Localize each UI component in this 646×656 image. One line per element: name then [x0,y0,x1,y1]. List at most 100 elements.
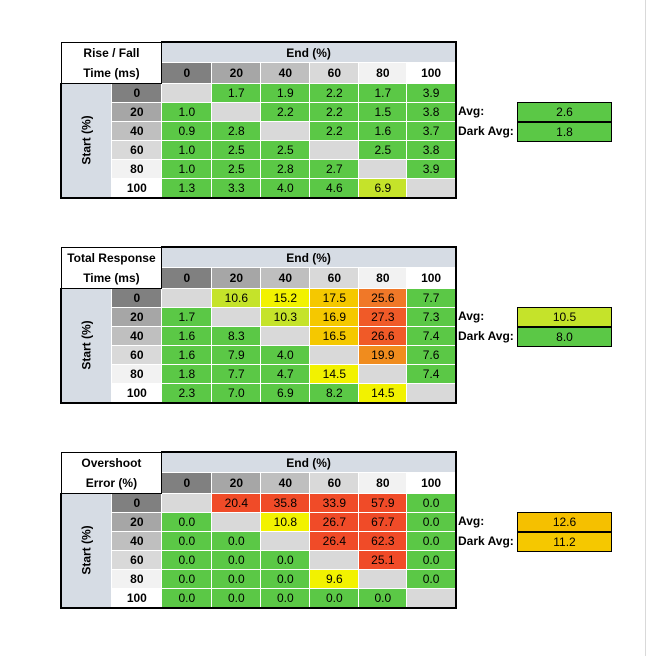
column-header: 80 [358,62,408,84]
value-cell: 26.7 [309,511,360,532]
response-table-1: Total Response Time (ms) End (%) 0 20 40 60 80 1… [60,246,457,404]
value-cell: 2.7 [309,158,360,179]
table-row: 40 0.0 0.0 26.4 62.3 0.0 [61,530,457,551]
row-header: 40 [111,325,163,346]
row-header: 0 [111,287,163,308]
value-cell: 35.8 [260,492,311,513]
start-axis-label-cell: Start (%) [60,82,113,199]
diagonal-cell [358,363,408,384]
diagonal-cell [406,177,457,199]
value-cell: 0.0 [211,549,262,570]
column-header: 40 [260,472,311,494]
value-cell: 16.9 [309,306,360,327]
value-cell: 2.5 [260,139,311,160]
table-title-line: Time (ms) [83,270,140,285]
value-cell: 1.6 [161,325,213,346]
end-axis-label: End (%) [161,41,457,64]
table-row: 80 1.0 2.5 2.8 2.7 3.9 [61,158,457,179]
table-row: 20 1.0 2.2 2.2 1.5 3.8 [61,101,457,122]
start-axis-label: Start (%) [79,525,94,575]
row-header: 0 [111,82,163,103]
avg-label: Avg: [458,104,485,118]
start-axis-label-cell: Start (%) [60,287,113,404]
table-row: 60 1.0 2.5 2.5 2.5 3.8 [61,139,457,160]
diagonal-cell [260,530,311,551]
value-cell: 0.9 [161,120,213,141]
diagonal-cell [211,511,262,532]
value-cell: 15.2 [260,287,311,308]
value-cell: 4.6 [309,177,360,199]
row-header: 60 [111,139,163,160]
column-header: 80 [358,267,408,289]
table-row: 40 0.9 2.8 2.2 1.6 3.7 [61,120,457,141]
value-cell: 27.3 [358,306,408,327]
row-header: 40 [111,530,163,551]
start-axis-label-cell: Start (%) [60,492,113,609]
value-cell: 1.0 [161,158,213,179]
value-cell: 7.0 [211,382,262,404]
table-row: 100 1.3 3.3 4.0 4.6 6.9 [61,177,457,199]
value-cell: 16.5 [309,325,360,346]
value-cell: 10.8 [260,511,311,532]
end-axis-label: End (%) [161,451,457,474]
table-title: Overshoot Error (%) [60,451,163,494]
value-cell: 0.0 [260,549,311,570]
value-cell: 25.1 [358,549,408,570]
value-cell: 19.9 [358,344,408,365]
diagonal-cell [309,139,360,160]
value-cell: 1.6 [161,344,213,365]
table-title-line: Time (ms) [83,65,140,80]
table-row: Start (%) 0 1.7 1.9 2.2 1.7 3.9 [60,82,457,199]
table-row: 100 2.3 7.0 6.9 8.2 14.5 [61,382,457,404]
avg-label: Avg: [458,514,485,528]
value-cell: 2.2 [309,120,360,141]
data-grid: Total Response Time (ms) End (%) 0 20 40 60 80 1… [60,246,457,404]
value-cell: 7.7 [211,363,262,384]
value-cell: 1.7 [161,306,213,327]
diagonal-cell [161,492,213,513]
value-cell: 0.0 [211,530,262,551]
column-header: 0 [161,62,213,84]
value-cell: 3.8 [406,139,457,160]
row-header: 60 [111,344,163,365]
value-cell: 0.0 [260,587,311,609]
value-cell: 1.9 [260,82,311,103]
value-cell: 0.0 [161,511,213,532]
dark-avg-value: 11.2 [517,532,612,552]
table-row: 20 0.0 10.8 26.7 67.7 0.0 [61,511,457,532]
table-title: Rise / Fall Time (ms) [60,41,163,84]
diagonal-cell [309,344,360,365]
table-row: 40 1.6 8.3 16.5 26.6 7.4 [61,325,457,346]
row-header: 20 [111,511,163,532]
row-header: 80 [111,158,163,179]
table-row: Start (%) 0 20.4 35.8 33.9 57.9 0.0 [60,492,457,609]
value-cell: 25.6 [358,287,408,308]
value-cell: 0.0 [406,568,457,589]
value-cell: 8.2 [309,382,360,404]
value-cell: 1.7 [211,82,262,103]
value-cell: 2.5 [211,139,262,160]
value-cell: 10.3 [260,306,311,327]
value-cell: 7.7 [406,287,457,308]
table-title: Total Response Time (ms) [60,246,163,289]
value-cell: 14.5 [358,382,408,404]
value-cell: 26.6 [358,325,408,346]
table-title-line: Total Response [67,250,156,265]
value-cell: 10.6 [211,287,262,308]
column-header: 20 [211,472,262,494]
value-cell: 0.0 [161,530,213,551]
diagonal-cell [161,82,213,103]
diagonal-cell [406,382,457,404]
column-header: 60 [309,267,360,289]
value-cell: 2.2 [309,82,360,103]
row-header: 100 [111,382,163,404]
value-cell: 7.9 [211,344,262,365]
value-cell: 3.3 [211,177,262,199]
value-cell: 4.0 [260,344,311,365]
value-cell: 4.7 [260,363,311,384]
diagonal-cell [358,568,408,589]
end-axis-label: End (%) [161,246,457,269]
value-cell: 33.9 [309,492,360,513]
value-cell: 0.0 [161,568,213,589]
value-cell: 3.9 [406,158,457,179]
